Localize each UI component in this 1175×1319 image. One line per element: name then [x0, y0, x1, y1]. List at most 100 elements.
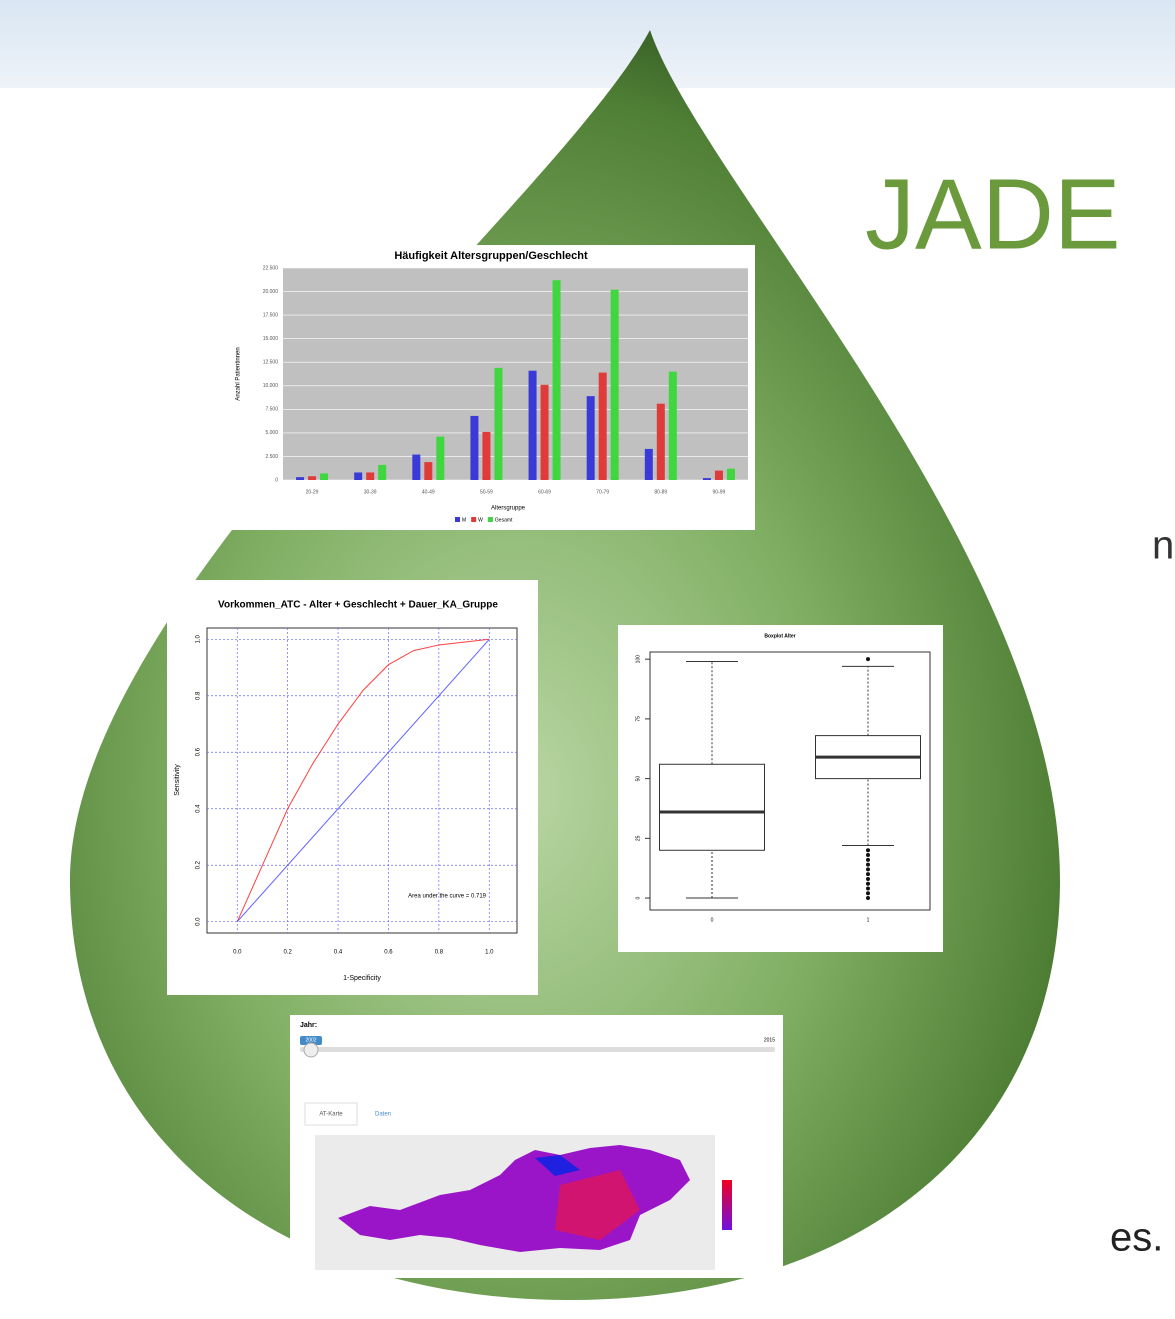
y-tick-label: 12.500	[263, 360, 279, 366]
bar	[296, 477, 304, 480]
legend-swatch	[471, 517, 476, 522]
bar	[599, 373, 607, 480]
x-axis-label: Altersgruppe	[491, 506, 526, 512]
legend-swatch	[455, 517, 460, 522]
annotation: Area under the curve = 0.719	[408, 894, 487, 900]
page: JADE n es. Häufigkeit Altersgruppen/Gesc…	[0, 0, 1175, 1314]
y-tick-label: 0	[635, 896, 641, 899]
outlier	[866, 891, 870, 895]
y-axis-label: Sensitivity	[174, 764, 181, 796]
x-tick-label: 20-29	[306, 489, 319, 495]
y-tick-label: 0.6	[196, 747, 202, 756]
slider-value[interactable]: 2002	[305, 1037, 316, 1043]
bar	[703, 478, 711, 480]
y-tick-label: 75	[635, 716, 641, 722]
legend-label: Gesamt	[495, 517, 513, 523]
x-tick-label: 1.0	[485, 950, 494, 956]
bar	[587, 396, 595, 480]
bar	[412, 455, 420, 480]
y-tick-label: 7.500	[265, 407, 278, 413]
x-tick-label: 0.8	[435, 950, 444, 956]
outlier	[866, 858, 870, 862]
legend-label: W	[478, 517, 483, 523]
x-tick-label: 30-39	[364, 489, 377, 495]
x-axis-label: 1-Specificity	[343, 975, 381, 982]
y-tick-label: 10.000	[263, 383, 279, 389]
bar	[308, 476, 316, 480]
y-tick-label: 1.0	[196, 634, 202, 643]
y-tick-label: 15.000	[263, 336, 279, 342]
bar	[494, 368, 502, 480]
bar-chart: Häufigkeit Altersgruppen/Geschlecht 0 2.50…	[227, 245, 755, 530]
outlier	[866, 887, 870, 891]
bar	[378, 465, 386, 480]
bar	[657, 404, 665, 480]
x-tick-label: 1	[867, 917, 870, 923]
outlier	[866, 882, 870, 886]
outlier	[866, 872, 870, 876]
x-tick-label: 50-59	[480, 489, 493, 495]
y-tick-label: 20.000	[263, 289, 279, 295]
slide: JADE n es. Häufigkeit Altersgruppen/Gesc…	[0, 0, 1175, 1314]
bar	[553, 280, 561, 480]
y-tick-label: 0	[275, 477, 278, 483]
y-tick-label: 22.500	[263, 265, 279, 271]
bar	[366, 472, 374, 480]
legend-label: M	[462, 517, 466, 523]
bar	[669, 372, 677, 480]
text-fragment: n	[1152, 524, 1174, 568]
chart-title: Boxplot Alter	[764, 633, 795, 639]
header-band	[0, 0, 1175, 88]
outlier	[866, 896, 870, 900]
x-tick-label: 40-49	[422, 489, 435, 495]
y-axis-label: Anzahl Patientinnen	[236, 347, 242, 400]
bar	[470, 416, 478, 480]
y-tick-label: 100	[635, 655, 641, 664]
y-tick-label: 25	[635, 835, 641, 841]
outlier	[866, 848, 870, 852]
bar	[611, 290, 619, 480]
slider-label: Jahr:	[300, 1022, 317, 1029]
y-tick-label: 5.000	[265, 430, 278, 436]
bar	[424, 462, 432, 480]
roc-chart: Vorkommen_ATC - Alter + Geschlecht + Dau…	[167, 580, 538, 995]
y-tick-label: 0.8	[196, 691, 202, 700]
bar	[715, 471, 723, 480]
outlier	[866, 853, 870, 857]
legend-swatch	[488, 517, 493, 522]
bar	[529, 371, 537, 480]
bar	[727, 469, 735, 480]
outlier	[866, 657, 870, 661]
bar	[645, 449, 653, 480]
y-tick-label: 50	[635, 776, 641, 782]
slider-max: 2015	[764, 1037, 775, 1043]
y-tick-label: 0.2	[196, 860, 202, 869]
tab[interactable]: Daten	[375, 1112, 391, 1118]
x-tick-label: 0	[711, 917, 714, 923]
x-tick-label: 60-69	[538, 489, 551, 495]
map-panel: Jahr: 2002 2015 AT-Karte Daten	[290, 1015, 783, 1278]
outlier	[866, 863, 870, 867]
y-tick-label: 0.0	[196, 917, 202, 926]
x-tick-label: 80-89	[654, 489, 667, 495]
tab[interactable]: AT-Karte	[319, 1112, 343, 1118]
chart-title: Vorkommen_ATC - Alter + Geschlecht + Dau…	[218, 600, 498, 611]
x-tick-label: 0.2	[283, 950, 292, 956]
y-tick-label: 2.500	[265, 454, 278, 460]
box	[660, 764, 765, 850]
bar	[354, 472, 362, 480]
text-fragment: es.	[1110, 1216, 1163, 1260]
bar	[482, 432, 490, 480]
bar	[320, 473, 328, 480]
bar	[436, 437, 444, 480]
outlier	[866, 877, 870, 881]
slide-title: JADE	[865, 158, 1121, 270]
x-tick-label: 90-99	[713, 489, 726, 495]
y-tick-label: 0.4	[196, 804, 202, 813]
x-tick-label: 70-79	[596, 489, 609, 495]
bar	[541, 385, 549, 480]
x-tick-label: 0.4	[334, 950, 343, 956]
chart-title: Häufigkeit Altersgruppen/Geschlecht	[394, 250, 588, 262]
x-tick-label: 0.6	[384, 950, 393, 956]
outlier	[866, 867, 870, 871]
